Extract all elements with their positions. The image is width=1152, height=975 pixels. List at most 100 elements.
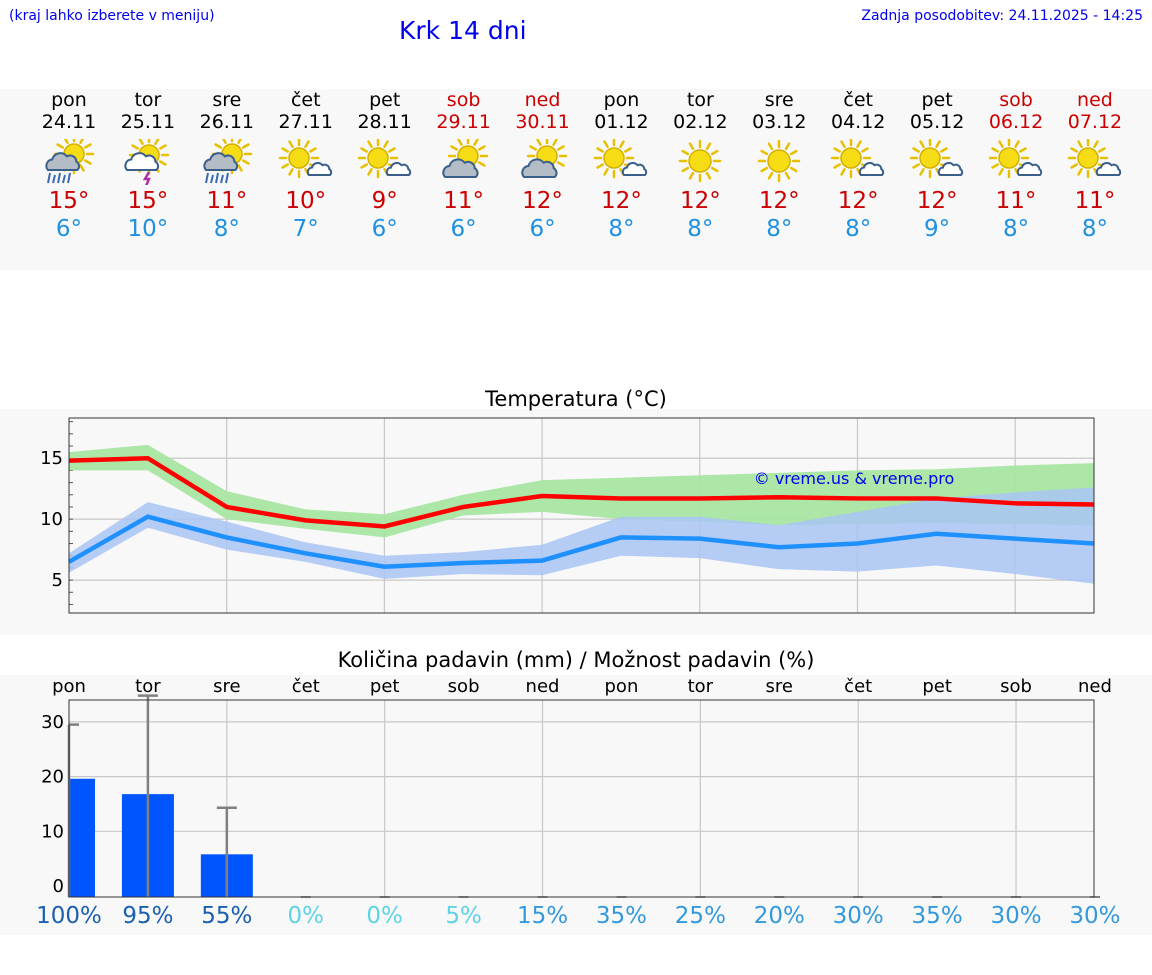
- temp-min: 10°: [127, 216, 169, 242]
- temp-max: 11°: [443, 188, 484, 214]
- day-date: 30.11: [515, 111, 570, 133]
- day-date: 05.12: [909, 111, 965, 133]
- precip-day-label: tor: [688, 676, 714, 697]
- forecast-band: [0, 89, 1152, 270]
- sun-small-cloud-icon: [594, 139, 648, 179]
- precip-probability: 35%: [911, 903, 963, 929]
- precip-probability: 30%: [1069, 903, 1121, 929]
- temp-min: 8°: [608, 216, 635, 242]
- temp-min: 8°: [845, 216, 872, 242]
- day-date: 26.11: [199, 111, 255, 133]
- sun-small-cloud-icon: [830, 139, 885, 179]
- day-date: 06.12: [988, 111, 1044, 133]
- day-column: čet 04.12 12° 8°: [818, 89, 898, 243]
- day-name: pon: [51, 89, 87, 111]
- temp-min: 8°: [1002, 216, 1030, 242]
- day-name: tor: [134, 89, 162, 111]
- temp-min: 6°: [450, 216, 477, 242]
- day-column: sre 03.12 12° 8°: [739, 89, 819, 243]
- temp-max: 15°: [127, 188, 169, 214]
- day-date: 03.12: [752, 111, 807, 133]
- temperature-ytick: 10: [40, 509, 63, 530]
- temp-min: 8°: [1081, 216, 1109, 242]
- day-date: 01.12: [594, 111, 649, 133]
- temp-max: 12°: [601, 188, 642, 214]
- last-updated: Zadnja posodobitev: 24.11.2025 - 14:25: [861, 8, 1143, 24]
- day-column: sre 26.11 11° 8°: [187, 89, 267, 243]
- precip-probability: 95%: [122, 903, 174, 929]
- temp-max: 11°: [206, 188, 248, 214]
- day-column: ned 07.12 11° 8°: [1055, 89, 1135, 243]
- temp-max: 10°: [285, 188, 327, 214]
- daily-forecast: pon 24.11 15° 6° tor 25.11 15° 10° sre 26.11 11° 8°…: [0, 89, 1152, 269]
- temperature-plot-frame: [68, 417, 1095, 614]
- temp-min: 9°: [924, 216, 951, 242]
- precip-day-label: čet: [292, 676, 320, 697]
- min-temp-range-band: [69, 487, 1094, 584]
- precip-day-label: ned: [1078, 676, 1112, 697]
- day-name: pet: [921, 89, 953, 111]
- precip-day-label: pon: [605, 676, 639, 697]
- precip-probability: 30%: [990, 903, 1042, 929]
- temp-min: 8°: [687, 216, 714, 242]
- day-name: sob: [446, 89, 481, 111]
- day-column: sob 29.11 11° 6°: [424, 89, 504, 243]
- day-column: tor 02.12 12° 8°: [660, 89, 740, 243]
- day-column: pet 28.11 9° 6°: [345, 89, 425, 243]
- day-date: 28.11: [357, 111, 412, 133]
- precip-probability: 55%: [201, 903, 253, 929]
- sun-small-cloud-icon: [278, 139, 332, 179]
- temp-max: 12°: [522, 188, 563, 214]
- watermark: © vreme.us & vreme.pro: [754, 469, 955, 488]
- sun-icon: [679, 139, 722, 183]
- temp-min: 7°: [292, 216, 319, 242]
- sun-small-cloud-icon: [988, 139, 1043, 179]
- day-column: tor 25.11 15° 10°: [108, 89, 188, 243]
- day-name: sre: [764, 89, 794, 111]
- day-date: 07.12: [1067, 111, 1123, 133]
- sun-cloud-icon: [520, 139, 567, 178]
- temp-max: 12°: [679, 188, 721, 214]
- precip-probability: 35%: [595, 903, 647, 929]
- day-column: ned 30.11 12° 6°: [503, 89, 583, 243]
- precip-day-label: čet: [844, 676, 872, 697]
- day-name: sre: [212, 89, 242, 111]
- temp-max: 12°: [916, 188, 958, 214]
- precip-probability: 25%: [674, 903, 726, 929]
- page-title: Krk 14 dni: [399, 16, 527, 45]
- sun-cloud-rain-icon: [203, 139, 253, 184]
- precip-ytick: 10: [41, 821, 64, 842]
- temperature-ytick: 5: [52, 570, 63, 591]
- sun-icon: [758, 139, 801, 183]
- temp-min: 6°: [529, 216, 556, 242]
- sun-cloud-rain-icon: [45, 139, 95, 184]
- day-date: 25.11: [120, 111, 176, 133]
- day-name: ned: [524, 89, 561, 111]
- max-temp-range-band: [69, 444, 1094, 538]
- temp-min: 6°: [371, 216, 398, 242]
- day-name: ned: [1077, 89, 1113, 111]
- max-temp-line: [68, 455, 1095, 529]
- temp-min: 8°: [213, 216, 240, 242]
- temp-min: 6°: [55, 216, 83, 242]
- precip-day-label: sre: [213, 676, 240, 697]
- day-name: pet: [369, 89, 401, 111]
- precip-probability: 20%: [753, 903, 805, 929]
- precip-day-label: pon: [52, 676, 86, 697]
- precip-probability: 15%: [516, 903, 569, 929]
- precip-day-label: pet: [922, 676, 952, 697]
- day-column: pet 05.12 12° 9°: [897, 89, 977, 243]
- day-column: čet 27.11 10° 7°: [266, 89, 346, 243]
- precip-probability: 0%: [287, 903, 325, 929]
- day-date: 29.11: [436, 111, 491, 133]
- precip-ytick: 0: [53, 876, 64, 897]
- temp-max: 11°: [1074, 188, 1116, 214]
- temperature-ytick: 15: [40, 448, 63, 469]
- temperature-chart-title: Temperatura (°C): [485, 387, 667, 411]
- day-name: sob: [999, 89, 1033, 111]
- temp-min: 8°: [766, 216, 793, 242]
- day-date: 04.12: [830, 111, 886, 133]
- location-hint[interactable]: (kraj lahko izberete v meniju): [9, 8, 215, 24]
- precip-probability: 100%: [36, 903, 102, 929]
- day-column: pon 01.12 12° 8°: [581, 89, 661, 243]
